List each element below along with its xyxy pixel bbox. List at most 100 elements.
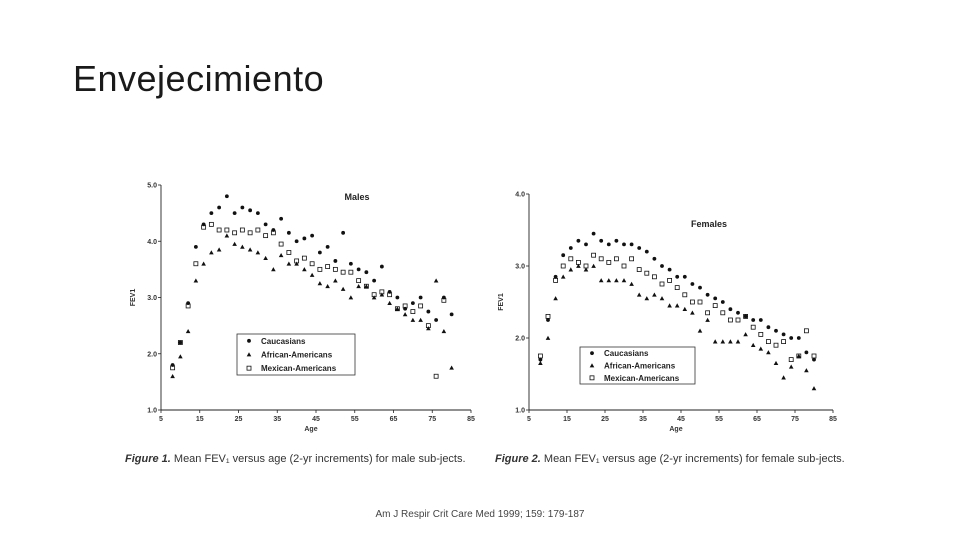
data-point bbox=[781, 332, 786, 337]
data-point bbox=[309, 261, 315, 267]
data-point bbox=[185, 328, 191, 334]
data-point bbox=[286, 261, 292, 266]
y-tick-label: 1.0 bbox=[515, 408, 525, 415]
data-point bbox=[426, 309, 431, 314]
data-point bbox=[434, 318, 439, 322]
y-tick-label: 5.0 bbox=[147, 183, 157, 190]
data-point bbox=[591, 252, 596, 258]
data-point bbox=[178, 340, 183, 345]
data-point bbox=[255, 227, 261, 233]
data-point bbox=[441, 297, 447, 303]
x-tick-label: 45 bbox=[312, 416, 320, 423]
data-point bbox=[674, 303, 680, 308]
data-point bbox=[720, 339, 726, 344]
data-point bbox=[712, 339, 718, 344]
data-point bbox=[441, 328, 447, 334]
data-point bbox=[743, 314, 748, 319]
data-point bbox=[356, 267, 361, 272]
data-point bbox=[209, 250, 214, 255]
data-point bbox=[279, 216, 284, 221]
data-point bbox=[652, 256, 657, 261]
data-point bbox=[410, 317, 416, 322]
data-point bbox=[561, 253, 566, 258]
data-point bbox=[294, 239, 299, 244]
data-point bbox=[170, 373, 175, 379]
data-point bbox=[394, 306, 400, 312]
data-point bbox=[410, 301, 415, 306]
males-fev1-chart: 1.0 2.0 3.0 4.0 5.0 5 15 25 35 45 55 65 75 85 Age FEV1 M… bbox=[130, 183, 475, 434]
panel-title: Females bbox=[691, 219, 727, 229]
data-point bbox=[712, 303, 718, 308]
x-tick-label: 15 bbox=[563, 416, 571, 423]
data-point bbox=[598, 256, 604, 262]
data-point bbox=[263, 233, 269, 239]
legend-marker bbox=[589, 363, 595, 368]
data-point bbox=[170, 365, 176, 371]
data-point bbox=[644, 270, 650, 276]
x-axis-label: Age bbox=[669, 426, 682, 433]
data-point bbox=[644, 249, 649, 254]
y-tick-label: 4.0 bbox=[515, 192, 525, 199]
data-point bbox=[606, 260, 612, 265]
data-point bbox=[705, 317, 710, 322]
data-point bbox=[743, 313, 749, 319]
data-point bbox=[629, 281, 634, 286]
data-point bbox=[371, 295, 377, 300]
data-point bbox=[363, 283, 369, 289]
data-point bbox=[728, 339, 733, 344]
data-point bbox=[811, 386, 817, 391]
figure-1-text: Mean FEV₁ versus age (2-yr increments) f… bbox=[173, 453, 466, 465]
x-tick-label: 15 bbox=[196, 416, 204, 423]
data-point bbox=[263, 222, 268, 227]
data-point bbox=[426, 326, 431, 331]
data-point bbox=[788, 357, 794, 363]
data-point bbox=[538, 360, 543, 366]
data-point bbox=[682, 292, 688, 298]
data-point bbox=[294, 261, 299, 266]
data-point bbox=[433, 373, 439, 379]
data-point bbox=[441, 295, 446, 300]
data-point bbox=[583, 263, 589, 269]
data-point bbox=[803, 328, 809, 334]
data-point bbox=[224, 233, 230, 238]
data-point bbox=[302, 236, 307, 241]
data-point bbox=[614, 256, 619, 262]
data-point bbox=[348, 269, 354, 275]
data-point bbox=[796, 353, 802, 359]
data-point bbox=[186, 301, 191, 306]
data-point bbox=[774, 328, 778, 333]
data-point bbox=[208, 221, 214, 227]
data-point bbox=[584, 242, 588, 247]
data-point bbox=[340, 269, 346, 275]
data-point bbox=[332, 266, 338, 272]
data-point bbox=[576, 238, 581, 243]
data-point bbox=[232, 230, 238, 236]
legend-label: Mexican-Americans bbox=[604, 374, 680, 383]
x-tick-label: 55 bbox=[715, 416, 723, 423]
data-point bbox=[621, 263, 627, 269]
data-point bbox=[433, 278, 439, 283]
data-point bbox=[751, 318, 756, 322]
data-point bbox=[758, 346, 764, 351]
data-point bbox=[636, 267, 642, 272]
data-point bbox=[720, 310, 726, 316]
data-point bbox=[766, 325, 771, 330]
data-point bbox=[278, 253, 284, 258]
data-point bbox=[781, 375, 786, 380]
x-tick-label: 35 bbox=[639, 416, 647, 423]
x-tick-label: 45 bbox=[677, 416, 685, 423]
data-point bbox=[341, 230, 346, 235]
x-tick-label: 35 bbox=[273, 416, 281, 423]
data-point bbox=[811, 353, 817, 359]
legend-marker bbox=[589, 375, 595, 381]
y-tick-label: 3.0 bbox=[515, 264, 525, 271]
y-axis-label: FEV1 bbox=[498, 293, 505, 311]
data-point bbox=[553, 296, 558, 301]
data-point bbox=[591, 231, 596, 236]
data-point bbox=[545, 313, 551, 319]
data-point bbox=[804, 350, 809, 355]
data-point bbox=[193, 278, 199, 283]
data-point bbox=[379, 264, 384, 269]
x-tick-label: 85 bbox=[829, 416, 837, 423]
x-tick-label: 75 bbox=[791, 416, 799, 423]
